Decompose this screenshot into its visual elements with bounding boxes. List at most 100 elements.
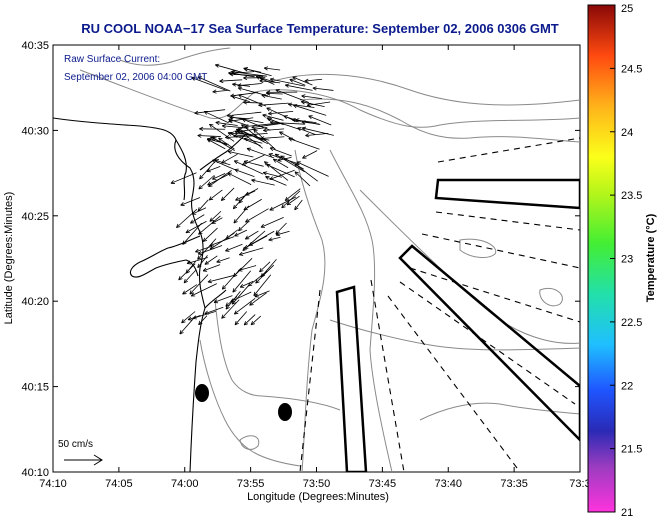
current-vector bbox=[197, 133, 221, 138]
current-vector bbox=[202, 264, 221, 272]
current-vector bbox=[272, 158, 289, 169]
current-vector bbox=[300, 100, 325, 108]
current-vector bbox=[208, 189, 223, 201]
contour-line bbox=[214, 299, 341, 411]
y-axis-ticks: 40:35 40:30 40:25 40:20 40:15 40:10 bbox=[21, 40, 580, 479]
y-tick-label: 40:10 bbox=[21, 467, 49, 479]
current-vector bbox=[206, 137, 229, 145]
colorbar-tick-label: 23 bbox=[621, 254, 633, 266]
colorbar-tick-label: 22 bbox=[621, 380, 633, 392]
current-vector bbox=[234, 311, 248, 326]
current-vector bbox=[186, 257, 208, 265]
current-vector bbox=[269, 196, 297, 211]
current-vector bbox=[255, 264, 275, 284]
plot-frame bbox=[52, 44, 581, 473]
current-vector bbox=[301, 120, 320, 125]
contour-line bbox=[329, 149, 393, 472]
current-vector bbox=[194, 109, 226, 115]
current-vector bbox=[308, 115, 332, 126]
current-vector bbox=[234, 168, 255, 177]
colorbar-tick-label: 21 bbox=[621, 507, 633, 518]
colorbar-ticks: 25 24.5 24 23.5 23 22.5 22 21.5 21 bbox=[610, 3, 642, 518]
dark-blob bbox=[195, 384, 209, 402]
current-vector bbox=[170, 172, 197, 184]
current-vector bbox=[227, 172, 252, 185]
annotation-line-1: Raw Surface Current: bbox=[64, 54, 160, 65]
mask-polygon bbox=[398, 244, 580, 442]
current-vector bbox=[181, 311, 196, 324]
current-vector bbox=[179, 316, 196, 335]
current-vector bbox=[209, 210, 222, 222]
x-tick-label: 73:50 bbox=[303, 478, 331, 490]
colorbar-tick-label: 24 bbox=[621, 127, 633, 139]
current-vector bbox=[211, 217, 223, 224]
annotation-line-2: September 02, 2006 04:00 GMT bbox=[64, 72, 207, 83]
current-vector bbox=[241, 154, 265, 166]
current-vector bbox=[233, 297, 256, 315]
x-tick-label: 74:10 bbox=[39, 478, 67, 490]
current-vector bbox=[243, 198, 262, 211]
radial-line bbox=[399, 281, 576, 405]
current-vector bbox=[190, 283, 218, 297]
current-vector bbox=[302, 150, 318, 159]
contour-line bbox=[419, 402, 580, 421]
current-vector bbox=[288, 102, 315, 108]
y-tick-label: 40:25 bbox=[21, 211, 49, 223]
current-vector bbox=[191, 76, 226, 91]
current-vector bbox=[190, 214, 205, 224]
coast-segment bbox=[129, 235, 201, 278]
current-vector bbox=[279, 131, 296, 141]
current-vector bbox=[301, 126, 334, 136]
contour-line bbox=[329, 319, 580, 351]
scale-label: 50 cm/s bbox=[58, 439, 93, 450]
current-vector bbox=[212, 159, 235, 170]
contour-line bbox=[199, 339, 301, 467]
current-vector bbox=[220, 187, 235, 201]
current-vector bbox=[266, 163, 295, 178]
current-vector bbox=[275, 230, 290, 237]
current-vector bbox=[260, 136, 285, 141]
current-vector bbox=[289, 78, 306, 86]
current-vector bbox=[243, 67, 261, 73]
current-vector bbox=[268, 111, 294, 116]
current-vector bbox=[266, 107, 298, 123]
x-tick-label: 73:45 bbox=[369, 478, 397, 490]
chart-title: RU COOL NOAA−17 Sea Surface Temperature:… bbox=[81, 21, 559, 36]
x-tick-label: 74:00 bbox=[171, 478, 199, 490]
x-tick-label: 73:40 bbox=[434, 478, 462, 490]
coast-segment bbox=[199, 133, 247, 171]
current-vector bbox=[178, 263, 196, 281]
mask-polygon bbox=[434, 178, 580, 210]
current-vector bbox=[182, 222, 202, 245]
y-tick-label: 40:20 bbox=[21, 296, 49, 308]
radial-line bbox=[421, 233, 580, 269]
current-vector bbox=[234, 229, 248, 237]
current-vector bbox=[284, 188, 301, 201]
current-vector bbox=[244, 230, 259, 240]
current-vector bbox=[238, 265, 257, 272]
current-vector bbox=[197, 199, 209, 212]
current-vector bbox=[198, 215, 221, 235]
current-vector bbox=[182, 284, 198, 295]
contour-line bbox=[119, 47, 231, 66]
current-vector bbox=[237, 83, 262, 88]
colorbar-tick-label: 25 bbox=[621, 3, 633, 15]
current-vector bbox=[198, 315, 208, 326]
contour-line bbox=[539, 288, 563, 307]
x-axis-ticks: 74:10 74:05 74:00 73:55 73:50 73:45 73:40 73:35… bbox=[39, 45, 591, 490]
current-vector bbox=[209, 232, 235, 250]
coast-segment bbox=[53, 117, 206, 472]
radial-lines bbox=[299, 137, 580, 472]
coast-segment bbox=[175, 139, 187, 201]
surface-current-vectors bbox=[170, 63, 334, 335]
radial-line bbox=[437, 137, 580, 163]
current-vector bbox=[230, 91, 259, 98]
current-vector bbox=[238, 94, 267, 107]
contour-line bbox=[79, 69, 580, 128]
y-axis-label: Latitude (Degrees:Minutes) bbox=[3, 192, 15, 325]
current-vector bbox=[249, 292, 267, 306]
current-vector bbox=[235, 190, 256, 201]
current-vector bbox=[225, 290, 241, 310]
current-vector bbox=[215, 63, 245, 74]
current-vector bbox=[243, 314, 256, 326]
